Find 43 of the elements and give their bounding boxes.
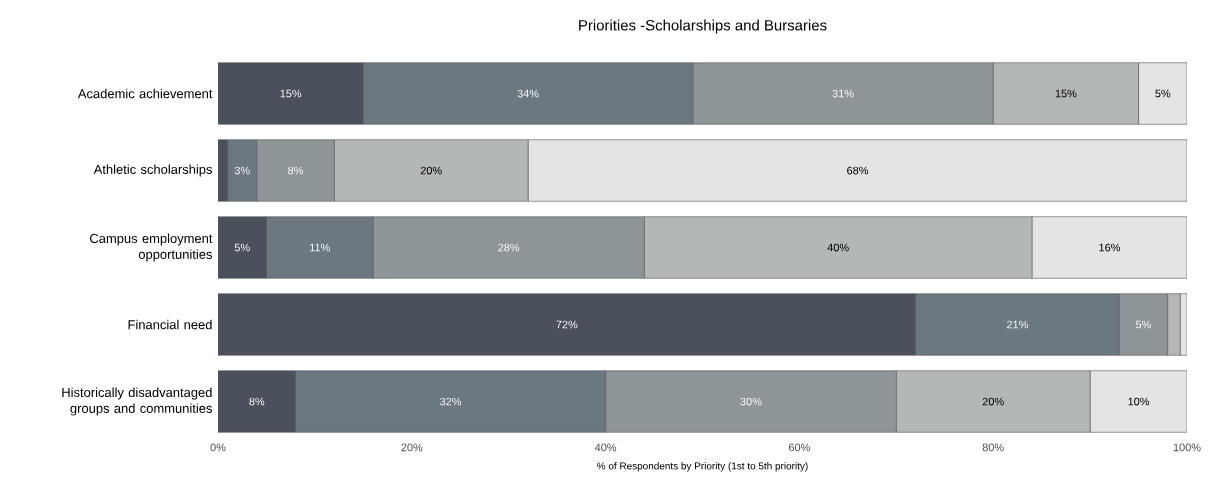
x-axis-title: % of Respondents by Priority (1st to 5th priority) [597,462,808,472]
y-tick-label: Academic achievement [77,88,213,99]
data-label: 68% [847,166,869,175]
bar [1089,370,1188,433]
data-label: 40% [827,243,849,252]
data-label: 8% [249,397,265,406]
x-tick-label: 0% [210,443,226,452]
x-tick-label: 40% [594,443,617,452]
data-label: 32% [440,397,462,406]
data-label: 15% [280,89,302,98]
data-label: 15% [1055,89,1077,98]
data-label: 5% [1155,89,1171,98]
y-tick-label: Historically disadvantaged groups and communities [62,387,212,416]
data-label: 20% [982,397,1004,406]
x-tick-label: 20% [401,443,423,452]
y-tick-label: Athletic scholarships [93,164,212,177]
data-label: 20% [420,166,442,175]
data-label: 16% [1099,243,1121,252]
data-label: 31% [832,89,854,98]
data-label: 72% [556,320,578,329]
bar [1031,216,1188,279]
x-tick-label: 100% [1173,443,1201,452]
data-label: 5% [1135,320,1151,329]
data-label: 3% [234,166,250,175]
bar [527,139,1188,202]
data-label: 28% [498,243,520,252]
data-label: 34% [517,89,539,98]
chart-title: Priorities -Scholarships and Bursaries [579,19,827,34]
data-label: 30% [740,397,762,406]
bar [1138,62,1188,125]
y-tick-label: Financial need [128,319,212,330]
bar [218,62,364,125]
bar [218,370,296,433]
x-tick-label: 80% [982,443,1004,452]
y-tick-label: Campus employment opportunities [90,233,213,262]
data-label: 8% [288,166,304,175]
bar [218,293,916,356]
data-label: 21% [1007,320,1028,329]
x-tick-label: 60% [789,443,810,452]
bar [218,216,267,279]
data-label: 10% [1128,397,1150,406]
data-label: 5% [234,243,250,252]
data-label: 11% [310,243,330,252]
